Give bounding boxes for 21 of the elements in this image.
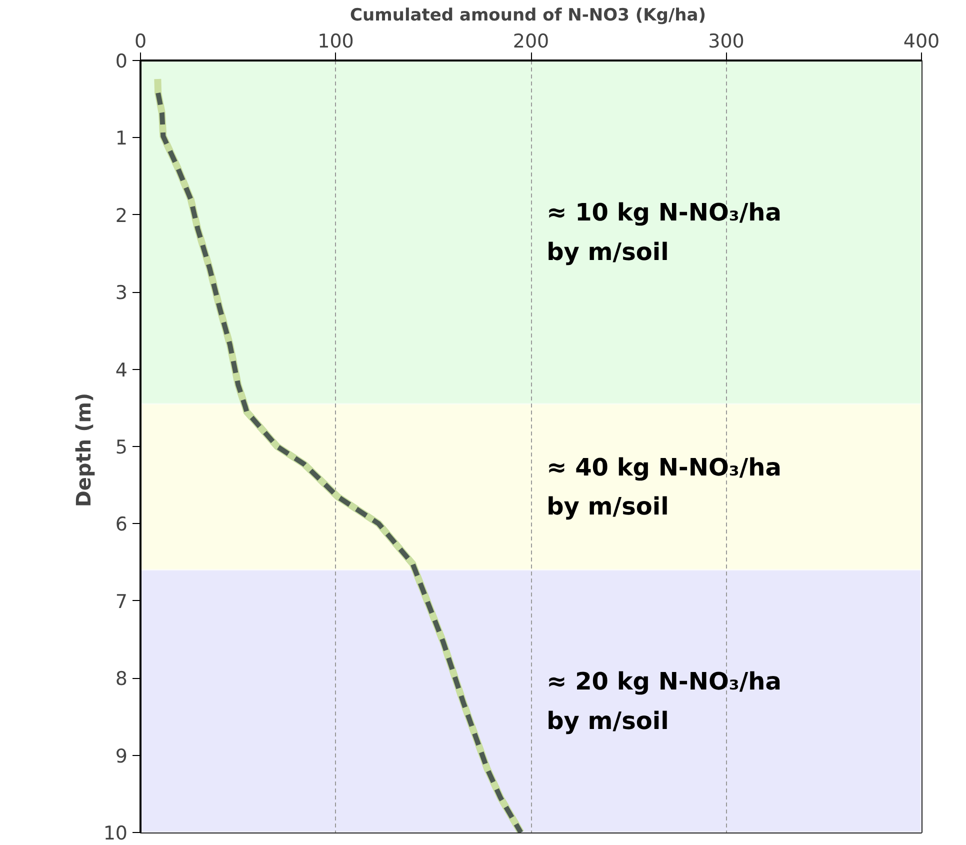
band-label: ≈ 40 kg N-NO₃/ha by m/soil [546,453,782,521]
x-tick-label: 0 [134,30,147,52]
x-tick-label: 300 [708,30,744,52]
y-tick-label: 6 [115,514,128,536]
y-tick-label: 7 [115,590,128,613]
band-label: ≈ 10 kg N-NO₃/ha by m/soil [546,198,782,266]
y-tick-label: 10 [103,822,128,844]
x-tick-label: 400 [903,30,940,52]
y-tick-label: 9 [115,745,128,768]
band-label: ≈ 20 kg N-NO₃/ha by m/soil [546,668,782,735]
x-tick-label: 100 [318,30,354,52]
y-tick-label: 2 [115,204,128,227]
y-tick-label: 4 [115,359,128,382]
x-tick-label: 200 [512,30,550,52]
x-axis-title: Cumulated amound of N-NO3 (Kg/ha) [350,6,706,26]
y-tick-label: 3 [115,282,128,304]
y-tick-label: 0 [115,50,128,72]
y-tick-label: 8 [115,668,128,690]
y-tick-label: 5 [115,436,128,458]
y-tick-label: 1 [115,128,128,150]
y-axis-title: Depth (m) [71,392,96,508]
